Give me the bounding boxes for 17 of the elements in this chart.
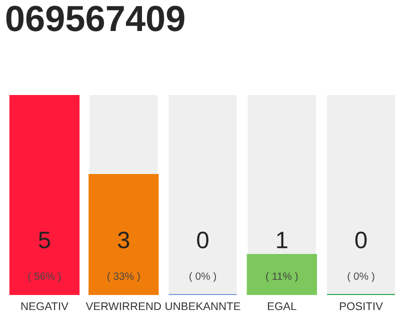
annotation: ( 11% ) <box>266 272 298 282</box>
x-tick-label: EGAL <box>268 302 296 310</box>
annotation: ( 56% ) <box>28 272 61 282</box>
bar <box>246 254 317 296</box>
data-label: 1 <box>277 232 288 248</box>
x-tick-label: POSITIV <box>340 302 383 310</box>
x-tick-label: VERWIRREND <box>86 302 161 310</box>
annotation: ( 0% ) <box>348 272 374 282</box>
annotation: ( 0% ) <box>190 272 216 282</box>
data-label: 0 <box>355 232 367 248</box>
chart-title: 069567409 <box>6 6 184 32</box>
data-label: 0 <box>197 232 208 248</box>
x-tick-label: UNBEKANNTE <box>166 302 240 310</box>
x-tick-label: NEGATIV <box>21 302 68 310</box>
annotation: ( 33% ) <box>107 272 140 282</box>
data-label: 3 <box>118 232 130 248</box>
data-label: 5 <box>38 232 50 248</box>
